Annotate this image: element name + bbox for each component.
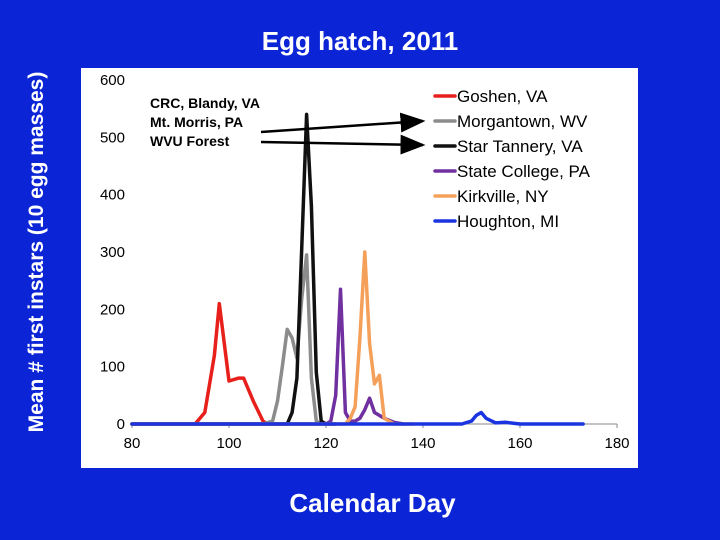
annotation-text: WVU Forest bbox=[150, 133, 230, 149]
x-tick-label: 100 bbox=[216, 435, 241, 452]
x-tick-label: 80 bbox=[124, 435, 141, 452]
slide-title: Egg hatch, 2011 bbox=[261, 26, 459, 56]
y-tick-label: 600 bbox=[100, 72, 125, 89]
legend-label: Star Tannery, VA bbox=[457, 137, 583, 156]
y-axis-label: Mean # first instars (10 egg masses) bbox=[25, 71, 48, 433]
annotation-arrow bbox=[260, 134, 426, 155]
x-tick-label: 120 bbox=[313, 435, 338, 452]
legend-label: Houghton, MI bbox=[457, 212, 559, 231]
annotation-text: CRC, Blandy, VA bbox=[150, 95, 260, 111]
line-chart: 0 100 200 300 400 500 600 80 100 120 140 160 180 Gosh… bbox=[100, 72, 630, 452]
annotation-text: Mt. Morris, PA bbox=[150, 114, 243, 130]
annotation-arrow bbox=[260, 112, 426, 134]
legend-label: Morgantown, WV bbox=[457, 112, 588, 131]
series-line-2 bbox=[130, 253, 323, 426]
y-axis-label-container: Mean # first instars (10 egg masses) bbox=[2, 0, 72, 505]
x-tick-label: 160 bbox=[507, 435, 532, 452]
legend-label: State College, PA bbox=[457, 162, 591, 181]
y-tick-label: 200 bbox=[100, 301, 125, 318]
y-tick-label: 0 bbox=[117, 416, 125, 433]
legend-label: Kirkville, NY bbox=[457, 187, 549, 206]
series-line-4 bbox=[130, 287, 406, 426]
series-line-6 bbox=[130, 410, 585, 426]
x-axis-label: Calendar Day bbox=[289, 488, 456, 518]
series-line-1 bbox=[130, 301, 289, 426]
y-tick-label: 500 bbox=[100, 129, 125, 146]
y-tick-label: 400 bbox=[100, 187, 125, 204]
chart-plot-area: 0 100 200 300 400 500 600 80 100 120 140 160 180 Gosh… bbox=[81, 68, 638, 468]
x-tick-label: 180 bbox=[604, 435, 629, 452]
legend-label: Goshen, VA bbox=[457, 87, 548, 106]
y-tick-label: 300 bbox=[100, 244, 125, 261]
x-tick-label: 140 bbox=[410, 435, 435, 452]
y-tick-label: 100 bbox=[100, 359, 125, 376]
